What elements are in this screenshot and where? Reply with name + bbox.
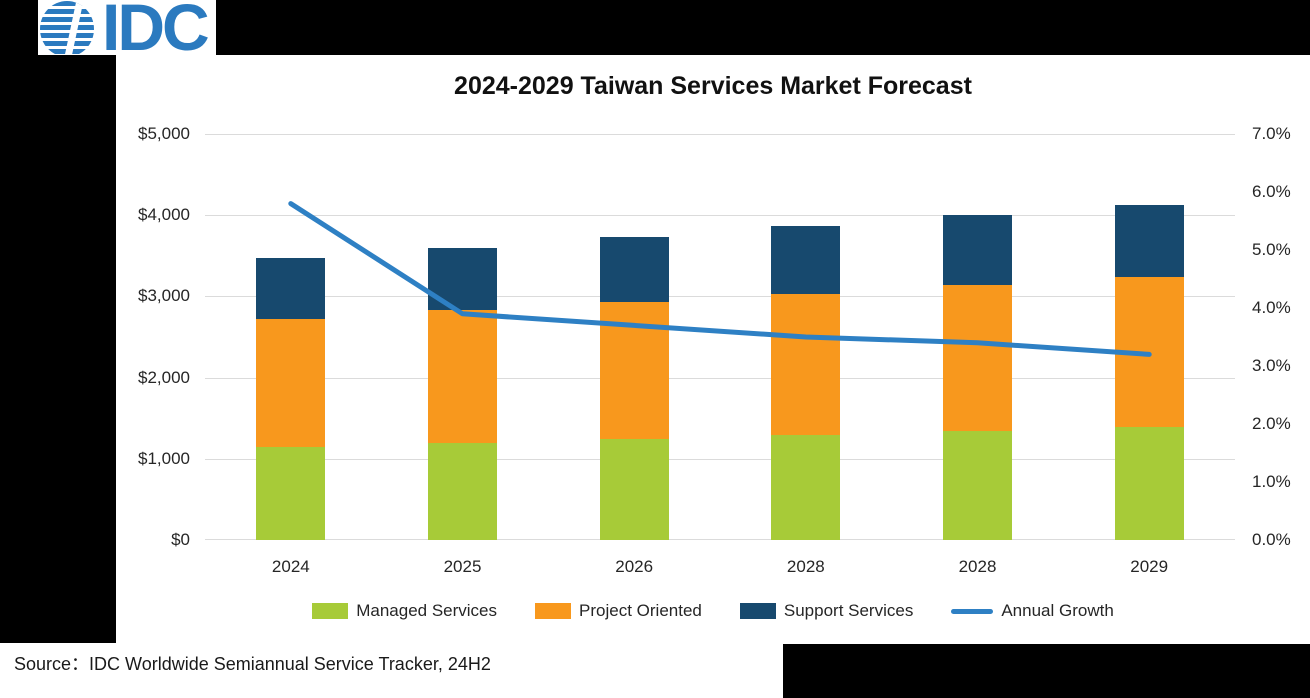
legend-label: Managed Services <box>356 601 498 620</box>
x-axis-label: 2024 <box>271 557 310 576</box>
x-axis-label: 2028 <box>958 557 997 576</box>
top-black-bar <box>0 0 1310 55</box>
support-services-swatch <box>739 603 776 619</box>
bar-segment-support-services <box>256 258 326 320</box>
source-text: Source：IDC Worldwide Semiannual Service … <box>14 654 491 674</box>
bar-segment-managed-services <box>771 435 841 540</box>
bar-segment-managed-services <box>1114 427 1184 540</box>
right-axis-label: 7.0% <box>1252 124 1291 143</box>
bar-segment-project-oriented <box>428 310 497 443</box>
gridline <box>205 134 1235 135</box>
left-axis-label: $3,000 <box>138 286 190 306</box>
x-axis-label: 2025 <box>443 557 482 576</box>
globe-swoosh <box>62 1 85 55</box>
bar-segment-support-services <box>599 237 669 303</box>
legend-label: Annual Growth <box>1001 601 1114 620</box>
bar-segment-support-services <box>771 225 841 294</box>
left-axis-label: $4,000 <box>138 205 190 225</box>
bar-segment-support-services <box>1114 204 1184 277</box>
right-axis-label: 1.0% <box>1252 472 1291 491</box>
gridline <box>205 215 1235 217</box>
chart-title: 2024-2029 Taiwan Services Market Forecas… <box>454 72 972 100</box>
plot-area <box>205 134 1235 540</box>
bar-segment-project-oriented <box>1114 276 1184 428</box>
x-axis-label: 2028 <box>786 557 825 576</box>
gridline <box>205 539 1235 540</box>
right-axis-label: 0.0% <box>1252 530 1291 549</box>
legend: Managed Services Project Oriented Support … <box>116 601 1310 621</box>
right-axis-label: 4.0% <box>1252 298 1291 317</box>
left-axis-label: $0 <box>171 530 190 549</box>
bar-segment-project-oriented <box>599 302 669 440</box>
left-axis-label: $1,000 <box>138 448 190 468</box>
legend-item-managed-services: Managed Services <box>312 601 497 621</box>
right-axis-label: 3.0% <box>1252 356 1291 375</box>
left-black-bar <box>0 55 116 643</box>
legend-item-annual-growth: Annual Growth <box>951 601 1114 621</box>
x-axis-label: 2029 <box>1130 557 1169 576</box>
bottom-right-black-box <box>783 644 1310 698</box>
annual-growth-line <box>288 201 1152 357</box>
idc-logo: IDC <box>38 0 216 55</box>
bar-segment-project-oriented <box>256 319 326 447</box>
bar-segment-managed-services <box>943 431 1012 540</box>
gridline <box>205 296 1235 298</box>
gridline <box>205 377 1235 379</box>
legend-label: Support Services <box>783 601 914 620</box>
project-oriented-swatch <box>535 603 572 619</box>
legend-item-project-oriented: Project Oriented <box>535 601 702 621</box>
legend-item-support-services: Support Services <box>739 601 914 621</box>
legend-label: Project Oriented <box>579 601 702 620</box>
gridline <box>205 458 1235 460</box>
bar-segment-support-services <box>428 247 497 311</box>
left-axis-label: $5,000 <box>138 124 190 143</box>
right-axis-label: 2.0% <box>1252 414 1291 433</box>
bar-segment-managed-services <box>256 446 326 540</box>
x-axis-label: 2026 <box>615 557 654 576</box>
managed-services-swatch <box>312 603 349 619</box>
bar-segment-managed-services <box>599 439 669 540</box>
bar-segment-project-oriented <box>943 285 1012 432</box>
idc-globe-icon <box>40 1 94 55</box>
left-axis-label: $2,000 <box>138 367 190 387</box>
bar-segment-managed-services <box>428 442 497 540</box>
bar-segment-support-services <box>943 215 1012 286</box>
annual-growth-line-layer <box>288 201 1152 357</box>
right-axis-label: 5.0% <box>1252 240 1291 259</box>
idc-logo-text: IDC <box>102 0 210 55</box>
right-axis-label: 6.0% <box>1252 182 1291 201</box>
annual-growth-swatch <box>951 608 994 614</box>
bar-segment-project-oriented <box>771 293 841 436</box>
